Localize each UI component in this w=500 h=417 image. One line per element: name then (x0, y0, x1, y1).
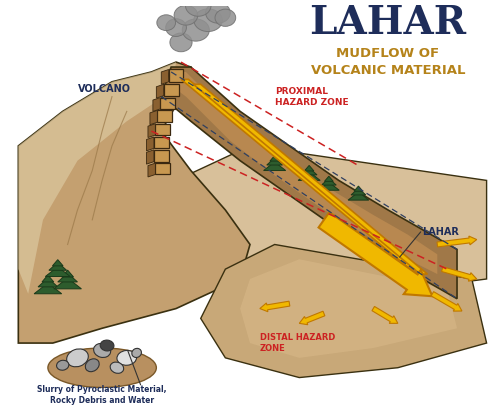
Ellipse shape (56, 360, 69, 370)
Polygon shape (264, 162, 285, 171)
Polygon shape (34, 283, 62, 294)
Ellipse shape (206, 3, 231, 23)
Ellipse shape (94, 344, 110, 357)
Ellipse shape (117, 350, 136, 365)
Text: Slurry of Pyroclastic Material,
Rocky Debris and Water: Slurry of Pyroclastic Material, Rocky De… (38, 384, 167, 404)
Polygon shape (298, 172, 320, 181)
Polygon shape (270, 156, 280, 161)
Polygon shape (148, 124, 156, 138)
Polygon shape (38, 278, 58, 287)
Polygon shape (58, 273, 78, 282)
Polygon shape (46, 267, 70, 276)
Polygon shape (304, 166, 314, 171)
Polygon shape (62, 270, 74, 277)
Polygon shape (156, 84, 164, 98)
Polygon shape (156, 163, 170, 174)
Ellipse shape (86, 359, 99, 372)
Ellipse shape (215, 9, 236, 26)
Polygon shape (52, 260, 63, 266)
Text: DISTAL HAZARD
ZONE: DISTAL HAZARD ZONE (260, 333, 335, 353)
Polygon shape (267, 158, 282, 165)
Polygon shape (158, 111, 172, 122)
Polygon shape (240, 259, 457, 358)
Ellipse shape (166, 19, 186, 36)
FancyArrow shape (437, 236, 476, 247)
Polygon shape (181, 79, 418, 269)
Polygon shape (148, 163, 156, 177)
Polygon shape (154, 150, 168, 162)
Polygon shape (146, 150, 154, 164)
FancyArrow shape (442, 267, 476, 281)
Polygon shape (318, 182, 339, 190)
Polygon shape (348, 192, 369, 200)
FancyArrow shape (431, 291, 462, 311)
Polygon shape (166, 72, 437, 274)
Ellipse shape (100, 340, 114, 351)
Ellipse shape (182, 19, 210, 41)
Ellipse shape (174, 5, 198, 25)
FancyArrow shape (300, 311, 325, 325)
Ellipse shape (194, 9, 222, 32)
Polygon shape (156, 124, 170, 135)
Text: LAHAR: LAHAR (422, 226, 460, 236)
Polygon shape (302, 168, 317, 175)
Polygon shape (154, 137, 168, 148)
Polygon shape (18, 62, 176, 294)
Polygon shape (153, 98, 160, 111)
Polygon shape (146, 137, 154, 151)
Polygon shape (324, 176, 334, 181)
Polygon shape (162, 67, 457, 299)
Ellipse shape (48, 348, 156, 387)
FancyArrow shape (260, 301, 290, 312)
Text: PROXIMAL
HAZARD ZONE: PROXIMAL HAZARD ZONE (274, 87, 348, 107)
Polygon shape (194, 84, 428, 274)
Ellipse shape (170, 33, 192, 52)
Polygon shape (54, 278, 82, 289)
Ellipse shape (186, 0, 211, 16)
Polygon shape (160, 98, 175, 109)
Polygon shape (351, 188, 366, 195)
Text: VOLCANO: VOLCANO (78, 84, 130, 94)
Polygon shape (354, 186, 363, 191)
FancyArrow shape (372, 306, 398, 323)
Ellipse shape (110, 362, 124, 373)
Polygon shape (49, 262, 66, 270)
Text: LAHAR: LAHAR (310, 4, 466, 42)
Polygon shape (200, 244, 486, 377)
Polygon shape (162, 70, 168, 84)
Ellipse shape (132, 348, 141, 357)
Polygon shape (168, 70, 184, 82)
FancyArrow shape (318, 212, 432, 296)
Ellipse shape (66, 349, 88, 367)
Polygon shape (18, 62, 250, 343)
Polygon shape (176, 146, 486, 294)
Polygon shape (42, 275, 54, 282)
Ellipse shape (157, 15, 176, 30)
Polygon shape (164, 84, 178, 95)
Text: MUDFLOW OF
VOLCANIC MATERIAL: MUDFLOW OF VOLCANIC MATERIAL (311, 48, 466, 77)
Polygon shape (322, 178, 336, 185)
Polygon shape (150, 111, 158, 125)
